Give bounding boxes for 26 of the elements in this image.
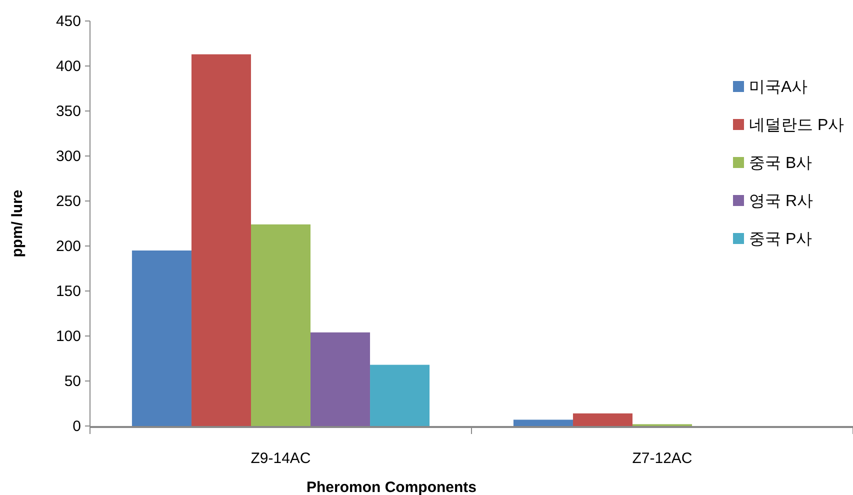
x-axis-title: Pheromon Components bbox=[306, 479, 477, 495]
y-tick-label: 250 bbox=[56, 193, 81, 210]
legend-label: 중국 P사 bbox=[749, 231, 812, 248]
x-tick-label: Z9-14AC bbox=[250, 450, 311, 467]
y-tick-label: 100 bbox=[56, 328, 81, 345]
legend-label: 미국A사 bbox=[749, 79, 808, 96]
legend-label: 영국 R사 bbox=[749, 193, 813, 210]
y-tick-label: 400 bbox=[56, 58, 81, 75]
bar bbox=[572, 413, 632, 426]
bar bbox=[250, 224, 311, 426]
y-tick-label: 450 bbox=[56, 13, 81, 30]
y-axis-title: ppm/ lure bbox=[9, 190, 26, 258]
bar bbox=[191, 54, 251, 426]
y-tick-label: 0 bbox=[72, 418, 81, 435]
y-tick-label: 200 bbox=[56, 238, 81, 255]
y-tick-label: 150 bbox=[56, 283, 81, 300]
y-tick-label: 350 bbox=[56, 103, 81, 120]
bar bbox=[132, 250, 192, 426]
bar bbox=[310, 332, 370, 426]
y-tick-label: 50 bbox=[64, 373, 81, 390]
legend-label: 중국 B사 bbox=[749, 155, 812, 172]
x-tick-label: Z7-12AC bbox=[632, 450, 692, 467]
bar bbox=[370, 364, 430, 426]
y-tick-label: 300 bbox=[56, 148, 81, 165]
bar bbox=[513, 420, 573, 426]
legend-label: 네덜란드 P사 bbox=[749, 117, 844, 134]
